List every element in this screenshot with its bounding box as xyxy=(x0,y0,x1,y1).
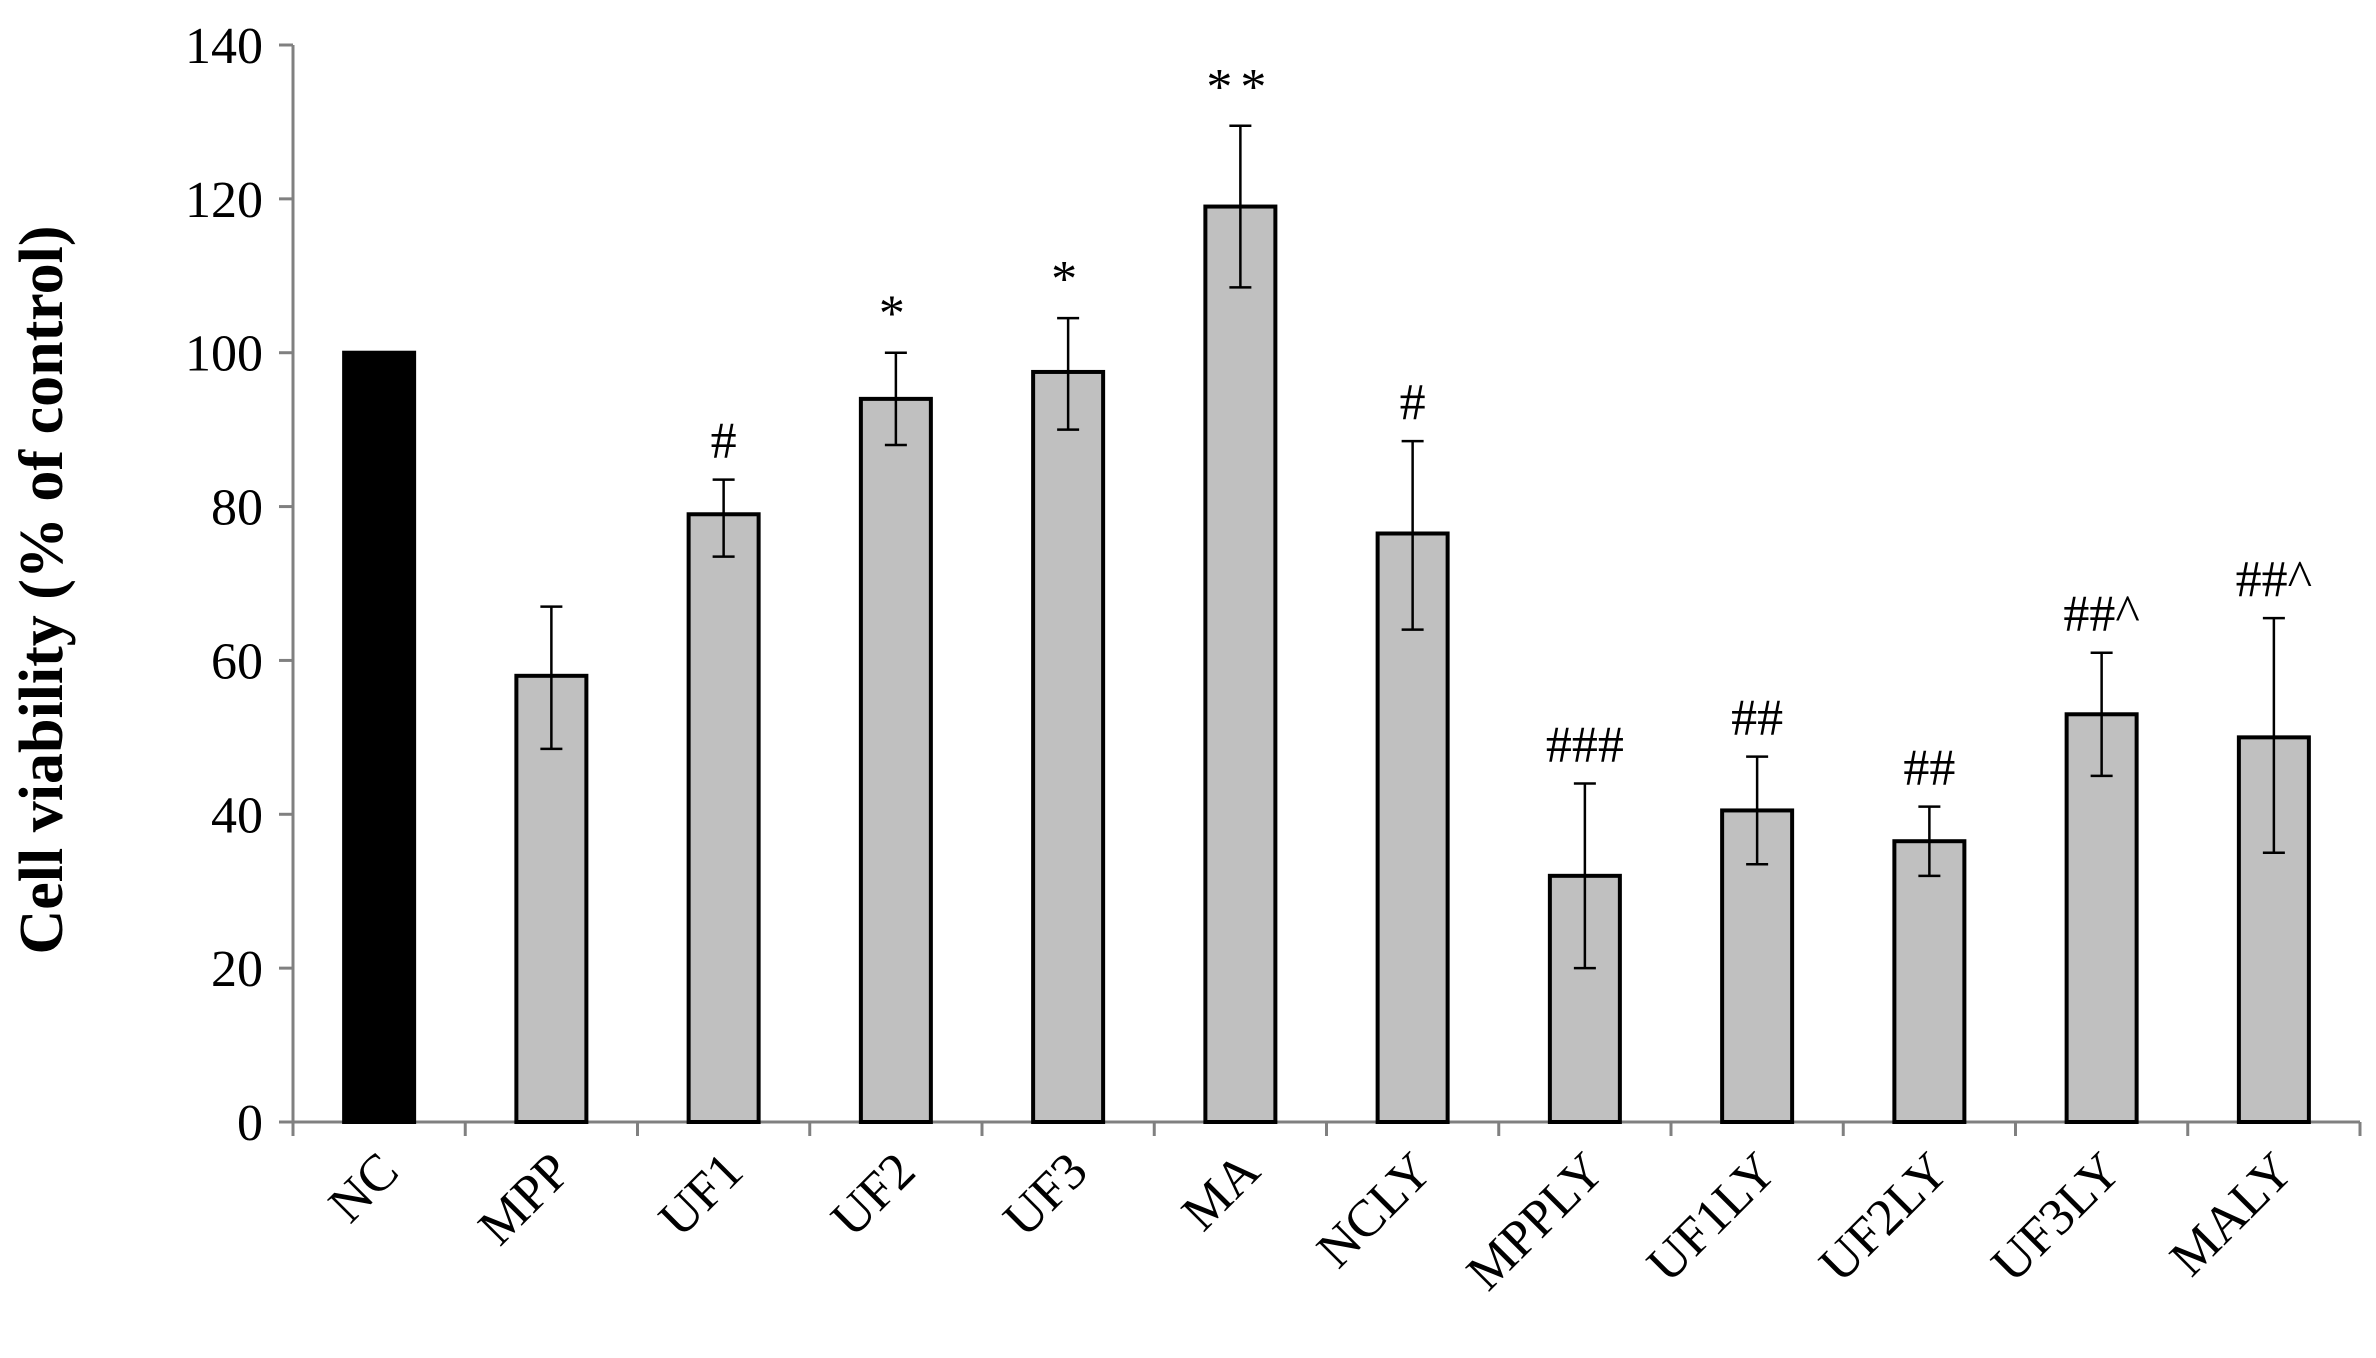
significance-label: # xyxy=(1400,374,1426,431)
significance-label: * xyxy=(879,286,913,343)
x-tick-label: UF3LY xyxy=(1981,1142,2132,1293)
bar-uf2ly xyxy=(1892,839,1967,1124)
x-tick-label: UF3 xyxy=(993,1142,1099,1248)
bar-uf3 xyxy=(1031,369,1106,1125)
x-tick-label: NC xyxy=(318,1142,409,1233)
x-tick-label: UF1LY xyxy=(1637,1142,1788,1293)
x-tick-label: UF1 xyxy=(648,1142,754,1248)
significance-label: # xyxy=(711,413,737,470)
x-tick-label: MPP xyxy=(468,1142,582,1256)
y-tick-label: 20 xyxy=(211,941,263,998)
x-tick-label: UF2 xyxy=(821,1142,927,1248)
bar-mpp xyxy=(514,673,589,1124)
x-tick-label: UF2LY xyxy=(1809,1142,1960,1293)
significance-label: ## xyxy=(1903,740,1955,797)
bar-uf1 xyxy=(686,512,761,1124)
y-tick-label: 40 xyxy=(211,787,263,844)
bar-maly xyxy=(2236,735,2311,1124)
significance-label: ##^ xyxy=(2063,586,2139,643)
significance-label: ## xyxy=(1731,690,1783,747)
y-tick-label: 100 xyxy=(185,326,263,383)
x-tick-label: MA xyxy=(1171,1142,1271,1242)
y-axis-title: Cell viability (% of control) xyxy=(8,226,76,955)
bar-uf2 xyxy=(858,396,933,1125)
bar-ma xyxy=(1203,204,1278,1125)
bar-ncly xyxy=(1375,531,1450,1124)
plot-area: 0 20 40 60 80 100 120 140 NC MPP # UF1 * UF2 * UF3 ** MA #… xyxy=(185,18,2362,1301)
bar-nc xyxy=(342,350,417,1124)
significance-label: ### xyxy=(1546,717,1624,774)
y-tick-label: 0 xyxy=(237,1095,263,1152)
significance-label: ** xyxy=(1206,59,1274,116)
x-tick-label: NCLY xyxy=(1306,1142,1443,1279)
x-tick-label: MALY xyxy=(2159,1142,2304,1287)
y-tick-label: 140 xyxy=(185,18,263,75)
y-tick-label: 60 xyxy=(211,633,263,690)
significance-label: * xyxy=(1051,251,1085,308)
x-tick-label: MPPLY xyxy=(1456,1142,1615,1301)
y-tick-label: 120 xyxy=(185,172,263,229)
significance-label: ##^ xyxy=(2236,551,2312,608)
y-tick-label: 80 xyxy=(211,480,263,537)
